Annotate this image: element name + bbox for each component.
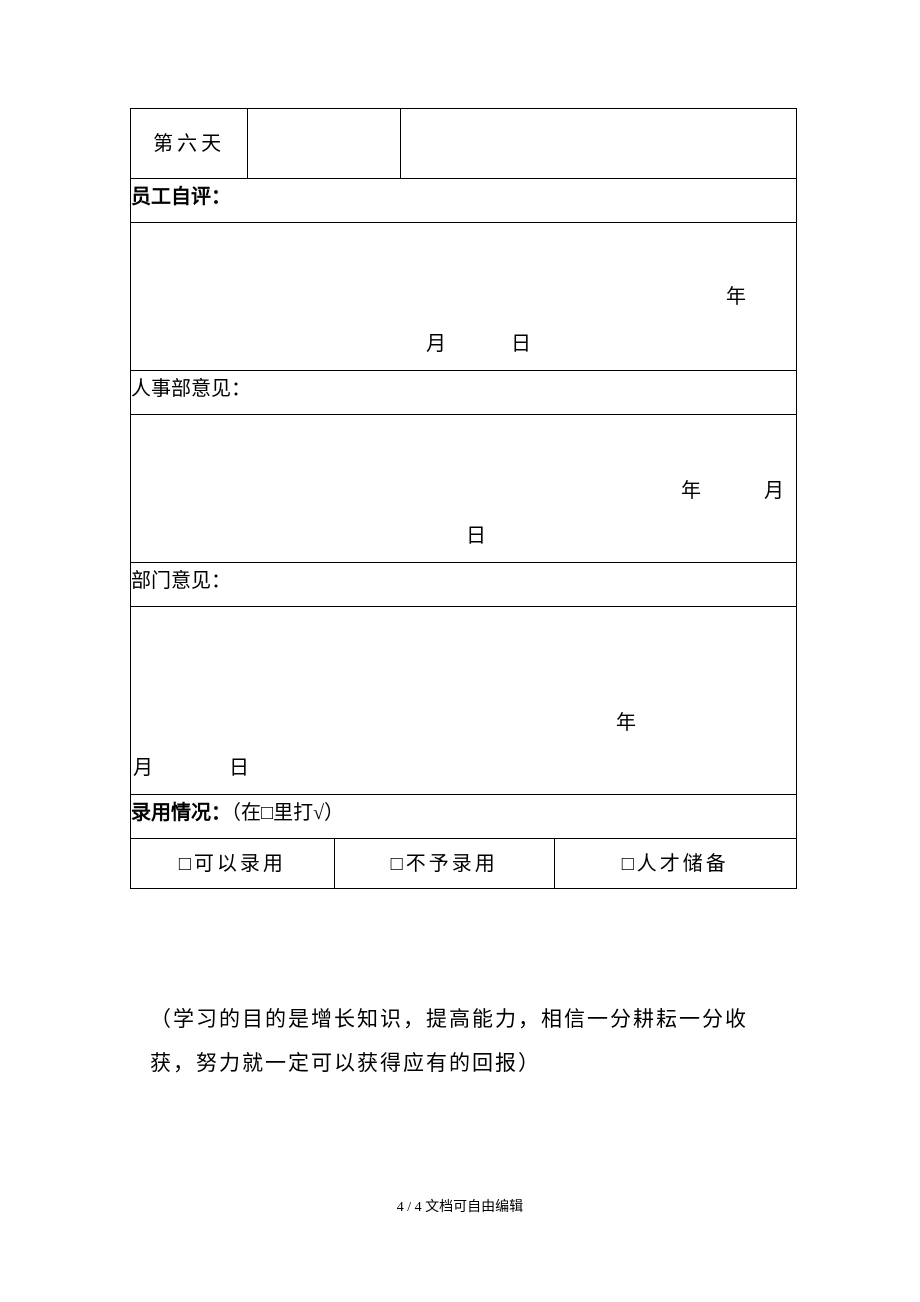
dept-opinion-header-row: 部门意见： (131, 563, 797, 607)
day-row: 第六天 (131, 109, 797, 179)
usage-status-header: 录用情况：（在□里打√） (131, 795, 797, 839)
option-reject[interactable]: □不予录用 (334, 839, 554, 889)
option-reserve[interactable]: □人才储备 (554, 839, 796, 889)
usage-status-label-light: （在□里打√） (231, 802, 344, 824)
hr-opinion-header: 人事部意见： (131, 371, 797, 415)
page-container: 第六天 员工自评： 年 月 日 人事部意见： 年 月 (0, 0, 920, 1085)
usage-status-label-bold: 录用情况： (131, 802, 231, 824)
day-cell-2 (248, 109, 401, 179)
day-label: 第六天 (131, 109, 248, 179)
month-label: 月 (426, 326, 446, 362)
page-footer: 4 / 4 文档可自由编辑 (0, 1196, 920, 1216)
day-label: 日 (511, 326, 531, 362)
hr-opinion-header-row: 人事部意见： (131, 371, 797, 415)
month-label: 月 (764, 473, 784, 509)
usage-status-header-row: 录用情况：（在□里打√） (131, 795, 797, 839)
year-label: 年 (616, 705, 636, 741)
employee-self-eval-header-row: 员工自评： (131, 179, 797, 223)
employee-self-eval-body-row: 年 月 日 (131, 223, 797, 371)
footer-note: （学习的目的是增长知识，提高能力，相信一分耕耘一分收获，努力就一定可以获得应有的… (130, 997, 797, 1085)
day-label: 日 (466, 518, 486, 554)
day-cell-3 (401, 109, 797, 179)
dept-opinion-body-row: 年 月 日 (131, 607, 797, 795)
hr-opinion-body: 年 月 日 (131, 415, 797, 563)
options-row: □可以录用 □不予录用 □人才储备 (131, 839, 797, 889)
employee-self-eval-body: 年 月 日 (131, 223, 797, 371)
form-table: 第六天 员工自评： 年 月 日 人事部意见： 年 月 (130, 108, 797, 839)
dept-opinion-header: 部门意见： (131, 563, 797, 607)
month-label: 月 (133, 750, 153, 786)
year-label: 年 (726, 279, 746, 315)
hr-opinion-body-row: 年 月 日 (131, 415, 797, 563)
year-label: 年 (681, 473, 701, 509)
dept-opinion-body: 年 月 日 (131, 607, 797, 795)
option-accept[interactable]: □可以录用 (131, 839, 335, 889)
day-label: 日 (229, 750, 249, 786)
employee-self-eval-header: 员工自评： (131, 179, 797, 223)
options-table: □可以录用 □不予录用 □人才储备 (130, 838, 797, 889)
